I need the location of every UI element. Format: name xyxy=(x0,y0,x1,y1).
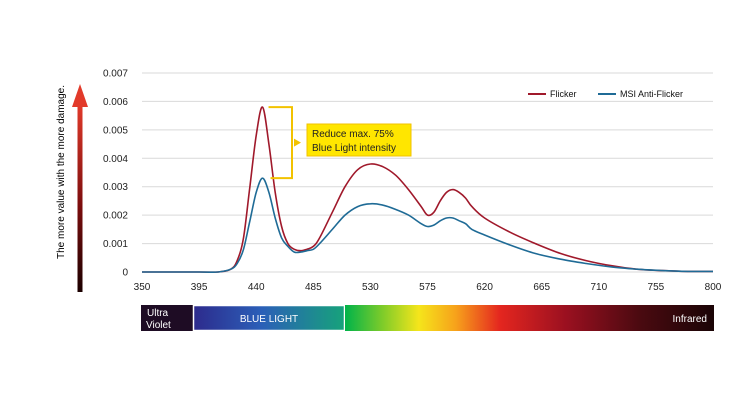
annotation-line2: Blue Light intensity xyxy=(312,143,396,154)
legend: Flicker MSI Anti-Flicker xyxy=(528,89,683,99)
x-tick-label: 620 xyxy=(476,282,493,293)
y-tick-label: 0.001 xyxy=(103,239,128,250)
x-tick-label: 485 xyxy=(305,282,322,293)
x-tick-label: 530 xyxy=(362,282,379,293)
band-visible-infrared xyxy=(345,305,714,331)
x-tick-label: 440 xyxy=(248,282,265,293)
x-tick-label: 755 xyxy=(648,282,665,293)
legend-label-flicker: Flicker xyxy=(550,89,577,99)
band-ultraviolet xyxy=(141,305,193,331)
grid xyxy=(142,72,713,273)
x-tick-label: 350 xyxy=(134,282,151,293)
annotation-arrow xyxy=(294,138,301,147)
band-blue-light xyxy=(193,305,345,331)
y-tick-label: 0.007 xyxy=(103,69,128,80)
damage-arrow xyxy=(72,84,88,292)
y-tick-label: 0.003 xyxy=(103,182,128,193)
x-tick-label: 575 xyxy=(419,282,436,293)
series xyxy=(142,106,714,274)
legend-label-anti-flicker: MSI Anti-Flicker xyxy=(620,89,683,99)
band-ultraviolet-label-2: Violet xyxy=(146,320,171,331)
y-tick-label: 0.002 xyxy=(103,211,128,222)
reduction-annotation: Reduce max. 75% Blue Light intensity xyxy=(268,106,412,180)
band-infrared-label: Infrared xyxy=(673,314,707,325)
x-tick-label: 395 xyxy=(191,282,208,293)
y-tick-label: 0.005 xyxy=(103,125,128,136)
annotation-box xyxy=(306,123,412,157)
band-ultraviolet-label-1: Ultra xyxy=(147,308,169,319)
y-tick-label: 0.006 xyxy=(103,97,128,108)
x-tick-label: 665 xyxy=(533,282,550,293)
y-tick-label: 0 xyxy=(122,268,128,279)
annotation-line1: Reduce max. 75% xyxy=(312,129,394,140)
spectrum-band: Ultra Violet BLUE LIGHT Infrared xyxy=(141,304,714,332)
annotation-bracket xyxy=(268,106,293,180)
band-blue-light-label: BLUE LIGHT xyxy=(240,314,298,325)
series-line-flicker xyxy=(142,106,714,274)
y-tick-label: 0.004 xyxy=(103,154,128,165)
x-tick-label: 710 xyxy=(590,282,607,293)
damage-arrow-shaft xyxy=(77,104,83,292)
damage-arrow-head xyxy=(72,84,88,107)
y-axis: 0 0.001 0.002 0.003 0.004 0.005 0.006 0.007 xyxy=(103,69,128,279)
damage-side-label: The more value with the more damage. xyxy=(56,85,67,259)
x-tick-label: 800 xyxy=(705,282,722,293)
x-axis: 350 395 440 485 530 575 620 665 710 755 800 xyxy=(134,282,722,293)
series-line-anti-flicker xyxy=(142,177,714,274)
band-blue-light-frame xyxy=(192,304,346,332)
